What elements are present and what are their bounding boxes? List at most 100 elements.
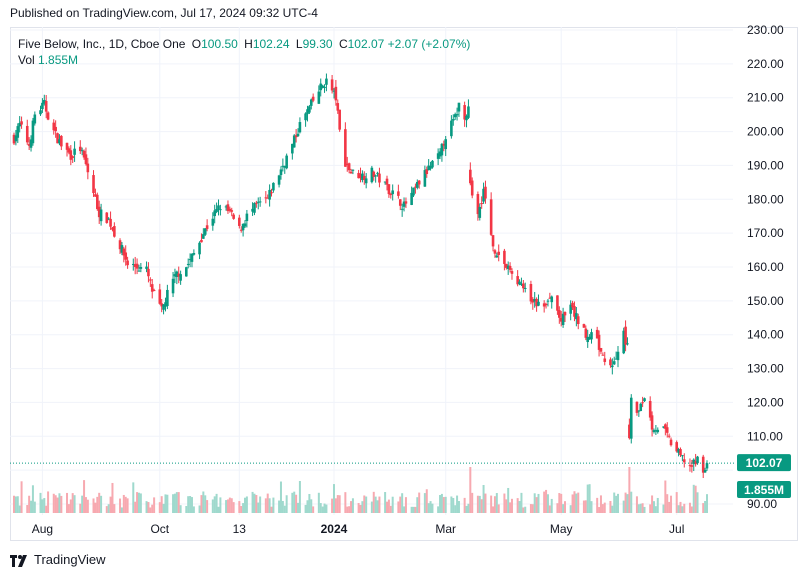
candle-body [457,102,461,112]
candle-body [679,449,682,456]
volume-bar [255,494,258,513]
candle-body [228,208,232,211]
candle-body [171,278,175,294]
candle-body [245,213,249,222]
volume-bar [66,492,69,513]
volume-bar [439,495,442,513]
volume-bar [431,503,434,513]
candle-body [113,226,116,237]
candle-body [150,284,154,292]
candle-body [669,439,673,446]
volume-bar [124,496,127,513]
candle-body [347,163,351,171]
grid-lines [10,27,733,515]
candle-body [628,424,631,439]
y-tick-label: 150.00 [747,294,784,308]
volume-bar [437,506,440,513]
candle-body [595,329,599,339]
candle-body [226,204,230,212]
candle-body [173,274,177,277]
volume-bar [16,496,19,513]
candle-body [31,120,35,144]
candle-body [412,187,415,196]
volume-bar [336,495,339,513]
volume-bar [228,497,231,513]
volume-bar [331,498,334,513]
volume-bar [325,504,328,513]
volume-bar [497,504,500,513]
volume-bar [622,500,625,513]
volume-bar [134,501,137,513]
volume-bar [132,482,135,513]
candle-body [438,151,442,157]
candle-body [537,301,540,306]
volume-bar [14,496,17,513]
volume-bar [257,502,260,513]
candle-body [253,203,256,213]
candle-body [283,165,287,168]
price-axis: 90.00 110.00 120.00 130.00 140.00 150.00 160.0… [747,23,784,511]
volume-bar [418,492,421,513]
volume-bar [363,495,366,513]
volume-bar [573,491,576,513]
candle-body [272,182,275,191]
volume-bar [83,480,86,513]
volume-bar [30,500,33,513]
candle-body [470,180,474,196]
candle-body [270,192,273,194]
volume-bar [649,504,652,513]
volume-bar [160,496,163,513]
candle-body [383,181,387,183]
volume-bar [158,502,161,513]
candle-body [298,122,302,133]
volume-bar [226,499,229,513]
published-caption: Published on TradingView.com, Jul 17, 20… [10,6,318,20]
volume-bar [510,498,513,513]
volume-bar [598,507,601,513]
candle-body [495,255,499,258]
candle-body [164,302,167,307]
volume-bar [465,505,468,513]
candle-body [107,218,110,220]
volume-bar [609,500,612,513]
volume-bar [635,496,638,513]
candle-body [99,209,103,222]
volume-bar [372,491,375,513]
volume-bar [67,504,70,513]
candle-body [54,126,57,132]
volume-bar [378,496,381,513]
volume-bar [253,493,256,513]
volume-bar [100,495,103,513]
volume-bar [238,501,241,513]
volume-bar [39,492,42,513]
candle-body [202,234,205,239]
volume-bar [162,503,165,513]
candle-body [42,100,46,104]
volume-bar [601,504,604,513]
candle-body [357,172,360,179]
y-tick-label: 140.00 [747,328,784,342]
volume-bar [624,492,627,513]
candle-body [205,225,209,229]
volume-bar [219,497,222,513]
candle-body [160,303,163,307]
candle-body [569,304,572,314]
candle-body [665,427,669,433]
volume-bar [109,496,112,513]
candle-body [317,91,321,104]
candle-body [497,251,501,255]
candle-body [344,129,347,167]
candle-body [308,106,311,113]
candle-body [166,289,169,307]
volume-bar [344,492,347,513]
candle-body [152,290,156,292]
volume-bar [575,493,578,513]
candle-body [548,297,552,299]
candle-body [29,139,33,148]
candle-body [213,210,217,217]
legend-symbol: Five Below, Inc., 1D, Cboe One [18,37,186,51]
candle-body [550,296,554,303]
legend-open: 100.50 [201,37,238,51]
candle-body [16,126,20,138]
